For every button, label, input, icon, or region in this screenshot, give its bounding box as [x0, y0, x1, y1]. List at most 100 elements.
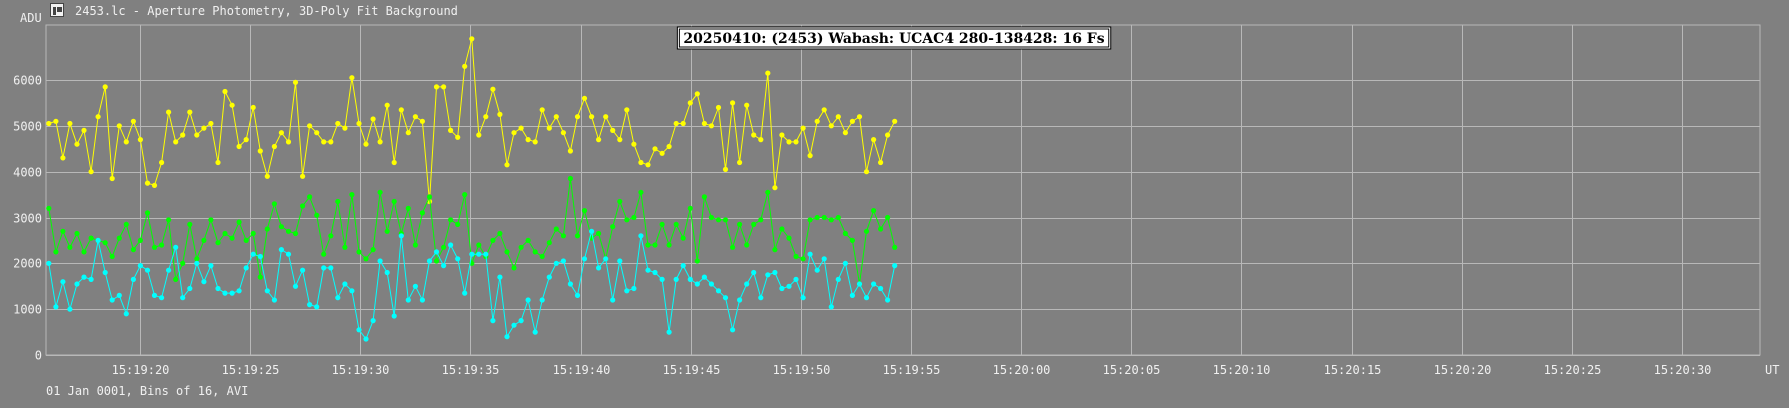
- footer-info: 01 Jan 0001, Bins of 16, AVI: [46, 384, 249, 398]
- data-point: [871, 208, 877, 214]
- data-point: [53, 249, 59, 255]
- data-point: [708, 123, 715, 129]
- data-point: [835, 276, 841, 282]
- data-point: [236, 219, 242, 225]
- series-1: [46, 175, 898, 287]
- data-point: [581, 95, 588, 101]
- data-point: [659, 276, 665, 282]
- data-point: [222, 230, 228, 237]
- data-point: [455, 134, 461, 140]
- data-point: [335, 295, 341, 301]
- series-2: [46, 228, 898, 342]
- data-point: [758, 217, 764, 223]
- data-point: [553, 226, 559, 232]
- data-point: [342, 281, 348, 287]
- data-point: [285, 139, 292, 145]
- data-point: [560, 130, 567, 136]
- data-point: [490, 318, 496, 324]
- data-point: [60, 279, 66, 285]
- data-point: [687, 100, 693, 106]
- data-point: [194, 260, 200, 266]
- data-point: [236, 288, 242, 294]
- data-point: [638, 233, 644, 239]
- data-point: [631, 285, 637, 292]
- data-point: [631, 214, 637, 221]
- data-point: [765, 272, 771, 278]
- data-point: [159, 242, 165, 248]
- x-tick-label: 15:19:50: [773, 363, 831, 377]
- data-point: [285, 228, 292, 234]
- data-point: [173, 276, 179, 282]
- data-point: [730, 100, 736, 106]
- data-point: [314, 212, 320, 218]
- data-point: [694, 91, 700, 97]
- data-point: [546, 240, 552, 246]
- data-point: [349, 192, 355, 198]
- data-point: [166, 217, 172, 223]
- data-point: [842, 230, 849, 237]
- data-point: [46, 120, 52, 127]
- data-point: [539, 297, 545, 303]
- data-point: [476, 251, 482, 257]
- x-tick-label: 15:19:20: [112, 363, 170, 377]
- data-point: [666, 143, 672, 150]
- data-point: [257, 148, 263, 154]
- data-point: [462, 290, 468, 296]
- data-point: [321, 251, 327, 257]
- data-point: [730, 244, 736, 250]
- axes: [45, 24, 1761, 356]
- data-point: [497, 230, 503, 237]
- data-point: [81, 249, 87, 255]
- data-point: [300, 203, 306, 209]
- data-point: [441, 244, 447, 250]
- data-point: [102, 240, 108, 246]
- data-point: [786, 283, 792, 289]
- data-point: [441, 263, 447, 269]
- data-point: [772, 185, 778, 191]
- data-point: [842, 130, 849, 136]
- data-point: [835, 114, 841, 120]
- data-point: [370, 318, 376, 324]
- data-point: [370, 247, 376, 253]
- data-point: [201, 237, 207, 243]
- data-point: [88, 276, 94, 282]
- data-point: [758, 137, 764, 143]
- data-point: [532, 249, 538, 255]
- data-point: [680, 235, 686, 241]
- y-tick-label: 2000: [13, 257, 42, 271]
- x-tick-label: 15:19:25: [222, 363, 280, 377]
- data-point: [159, 295, 165, 301]
- data-point: [222, 88, 228, 95]
- series-layer: [46, 36, 898, 342]
- x-tick-label: 15:19:40: [553, 363, 611, 377]
- data-point: [786, 139, 792, 145]
- data-point: [194, 256, 200, 262]
- data-point: [384, 102, 390, 108]
- data-point: [518, 244, 524, 250]
- data-point: [335, 198, 341, 205]
- data-point: [342, 244, 348, 250]
- data-point: [603, 114, 609, 120]
- data-point: [137, 263, 143, 269]
- data-point: [807, 217, 813, 223]
- data-point: [624, 217, 630, 223]
- data-point: [511, 265, 517, 271]
- data-point: [835, 214, 841, 221]
- x-axis-label: UT: [1765, 363, 1779, 377]
- data-point: [659, 150, 665, 156]
- data-point: [511, 322, 517, 328]
- data-point: [814, 267, 820, 273]
- x-tick-label: 15:20:15: [1324, 363, 1382, 377]
- data-point: [511, 130, 517, 136]
- data-point: [448, 217, 454, 223]
- data-point: [553, 114, 559, 120]
- data-point: [878, 226, 884, 232]
- data-point: [737, 159, 743, 166]
- data-point: [229, 290, 235, 296]
- data-point: [828, 217, 834, 223]
- data-point: [137, 137, 143, 143]
- x-tick-label: 15:19:35: [442, 363, 500, 377]
- data-point: [589, 228, 595, 234]
- data-point: [243, 265, 249, 271]
- data-point: [589, 114, 595, 120]
